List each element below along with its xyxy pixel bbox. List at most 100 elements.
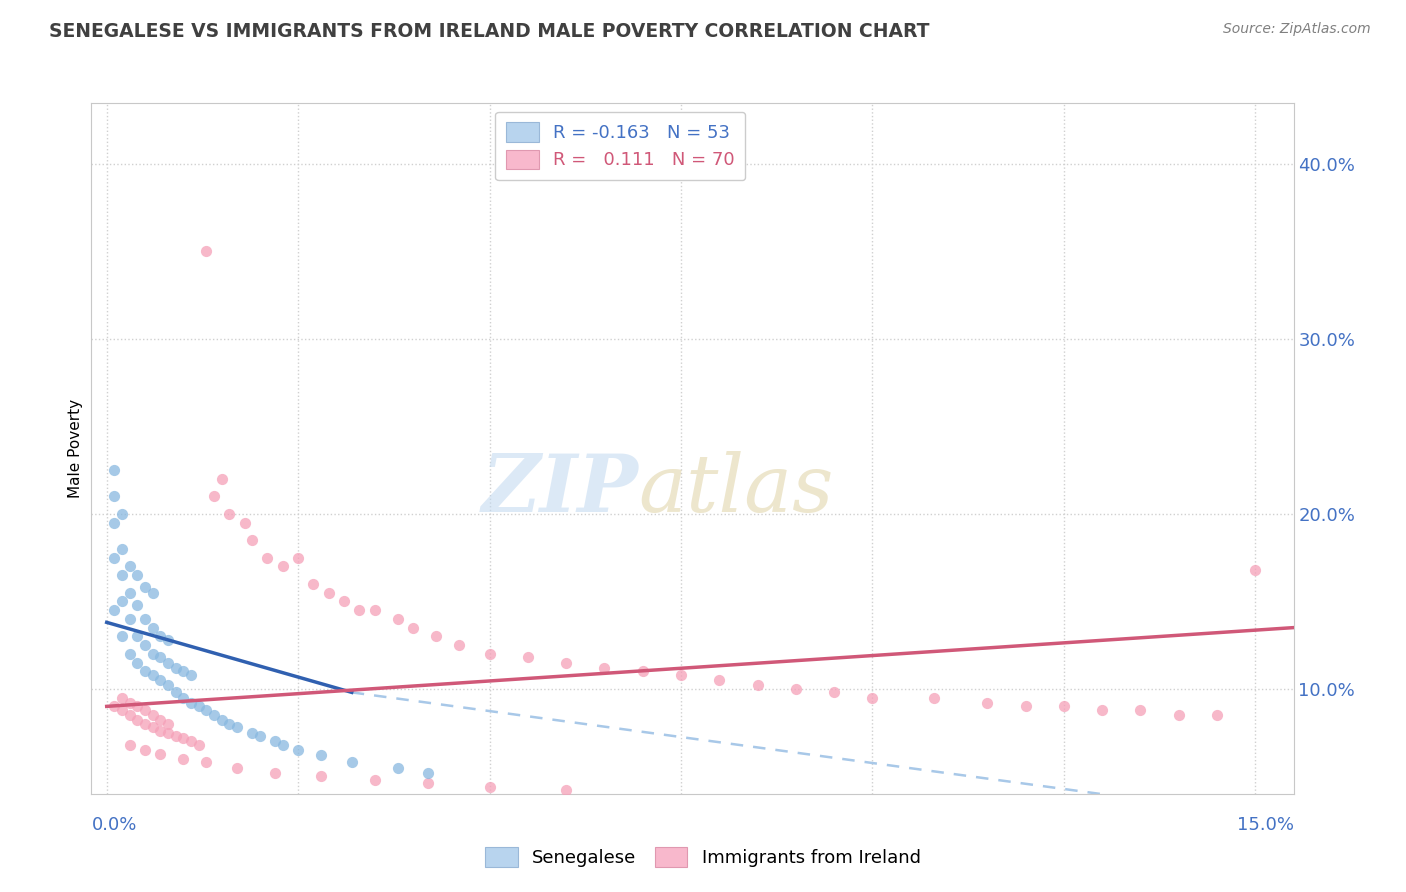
Point xyxy=(1129,703,1152,717)
Point xyxy=(309,769,332,783)
Point xyxy=(111,594,134,608)
Point xyxy=(134,743,156,757)
Point xyxy=(118,559,141,574)
Point xyxy=(593,661,616,675)
Point xyxy=(363,603,385,617)
Point xyxy=(555,656,578,670)
Point xyxy=(156,632,179,647)
Point xyxy=(127,714,149,728)
Point xyxy=(134,580,156,594)
Point xyxy=(111,629,134,643)
Point xyxy=(1244,563,1267,577)
Point xyxy=(195,756,218,770)
Point xyxy=(187,738,209,752)
Point xyxy=(478,780,501,794)
Point xyxy=(271,559,294,574)
Point xyxy=(747,678,769,692)
Point xyxy=(1091,703,1114,717)
Point xyxy=(333,594,356,608)
Point xyxy=(256,550,278,565)
Point xyxy=(302,577,325,591)
Point xyxy=(165,685,187,699)
Point xyxy=(249,729,271,743)
Legend: R = -0.163   N = 53, R =   0.111   N = 70: R = -0.163 N = 53, R = 0.111 N = 70 xyxy=(495,112,745,180)
Point xyxy=(287,550,309,565)
Point xyxy=(349,603,371,617)
Point xyxy=(149,747,172,761)
Point xyxy=(1014,699,1036,714)
Point xyxy=(118,612,141,626)
Point xyxy=(271,738,294,752)
Point xyxy=(127,629,149,643)
Point xyxy=(669,668,692,682)
Point xyxy=(172,690,194,705)
Point xyxy=(218,507,240,521)
Point xyxy=(180,734,202,748)
Point xyxy=(111,541,134,556)
Point xyxy=(142,585,165,599)
Point xyxy=(103,516,125,530)
Point xyxy=(111,703,134,717)
Point xyxy=(103,550,125,565)
Point xyxy=(287,743,309,757)
Point xyxy=(402,621,425,635)
Point xyxy=(142,668,165,682)
Text: 0.0%: 0.0% xyxy=(91,816,136,834)
Point xyxy=(555,783,578,797)
Point xyxy=(118,585,141,599)
Point xyxy=(149,723,172,738)
Point xyxy=(240,533,263,548)
Point xyxy=(149,673,172,687)
Point xyxy=(922,690,945,705)
Point xyxy=(127,598,149,612)
Point xyxy=(111,568,134,582)
Text: Source: ZipAtlas.com: Source: ZipAtlas.com xyxy=(1223,22,1371,37)
Point xyxy=(860,690,883,705)
Point xyxy=(142,720,165,734)
Point xyxy=(264,765,287,780)
Point xyxy=(156,678,179,692)
Point xyxy=(134,717,156,731)
Point xyxy=(318,585,340,599)
Point xyxy=(425,629,447,643)
Point xyxy=(134,638,156,652)
Point xyxy=(785,681,807,696)
Point xyxy=(134,703,156,717)
Point xyxy=(195,703,218,717)
Point xyxy=(202,489,225,503)
Point xyxy=(134,612,156,626)
Point xyxy=(418,765,440,780)
Point xyxy=(156,725,179,739)
Legend: Senegalese, Immigrants from Ireland: Senegalese, Immigrants from Ireland xyxy=(478,839,928,874)
Point xyxy=(134,665,156,679)
Point xyxy=(118,708,141,723)
Point xyxy=(118,696,141,710)
Point xyxy=(1206,708,1229,723)
Point xyxy=(225,761,247,775)
Text: atlas: atlas xyxy=(638,451,834,528)
Text: 15.0%: 15.0% xyxy=(1236,816,1294,834)
Point xyxy=(165,661,187,675)
Point xyxy=(233,516,256,530)
Point xyxy=(156,656,179,670)
Point xyxy=(142,621,165,635)
Point xyxy=(309,748,332,763)
Text: ZIP: ZIP xyxy=(481,451,638,528)
Point xyxy=(340,756,363,770)
Point xyxy=(240,725,263,739)
Point xyxy=(187,699,209,714)
Point xyxy=(823,685,845,699)
Point xyxy=(111,690,134,705)
Point xyxy=(211,472,233,486)
Point xyxy=(127,568,149,582)
Point xyxy=(103,699,125,714)
Point xyxy=(976,696,998,710)
Point xyxy=(149,714,172,728)
Point xyxy=(1167,708,1189,723)
Point xyxy=(111,507,134,521)
Point xyxy=(1053,699,1076,714)
Point xyxy=(165,729,187,743)
Point xyxy=(516,650,538,665)
Text: SENEGALESE VS IMMIGRANTS FROM IRELAND MALE POVERTY CORRELATION CHART: SENEGALESE VS IMMIGRANTS FROM IRELAND MA… xyxy=(49,22,929,41)
Point xyxy=(202,708,225,723)
